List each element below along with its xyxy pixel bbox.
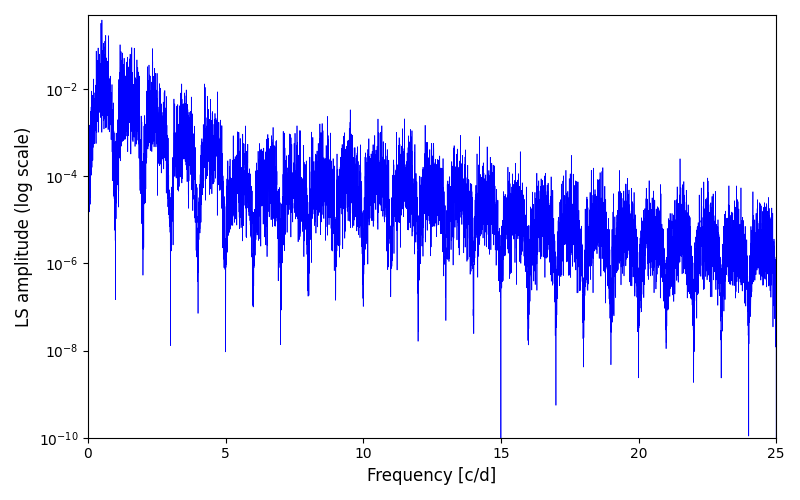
Y-axis label: LS amplitude (log scale): LS amplitude (log scale) (15, 126, 33, 326)
X-axis label: Frequency [c/d]: Frequency [c/d] (367, 467, 497, 485)
